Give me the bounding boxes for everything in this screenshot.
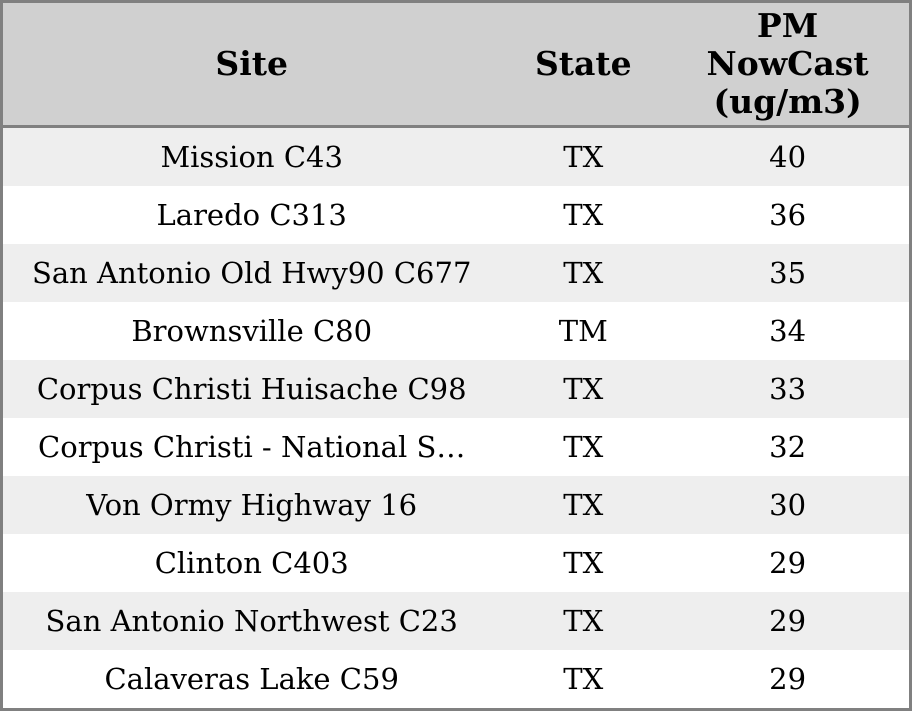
cell-site: San Antonio Northwest C23 <box>45 603 458 638</box>
cell-site: San Antonio Old Hwy90 C677 <box>31 255 472 290</box>
cell-pm-nowcast: 29 <box>769 661 807 696</box>
cell-site: Laredo C313 <box>156 197 347 232</box>
cell-state: TX <box>563 371 604 406</box>
table-row: Calaveras Lake C59 TX 29 <box>3 650 909 708</box>
cell-site: Mission C43 <box>160 139 343 174</box>
cell-pm-nowcast: 32 <box>769 429 807 464</box>
cell-state: TM <box>558 313 608 348</box>
column-header-site[interactable]: Site <box>215 44 288 84</box>
table-row: Mission C43 TX 40 <box>3 128 909 186</box>
cell-state: TX <box>563 487 604 522</box>
cell-site: Von Ormy Highway 16 <box>86 487 418 522</box>
table-row: San Antonio Old Hwy90 C677 TX 35 <box>3 244 909 302</box>
cell-pm-nowcast: 33 <box>769 371 807 406</box>
cell-state: TX <box>563 429 604 464</box>
cell-pm-nowcast: 35 <box>769 255 807 290</box>
cell-pm-nowcast: 40 <box>769 139 807 174</box>
cell-state: TX <box>563 545 604 580</box>
cell-state: TX <box>563 603 604 638</box>
cell-site: Clinton C403 <box>154 545 349 580</box>
cell-pm-nowcast: 29 <box>769 545 807 580</box>
table-body: Mission C43 TX 40 Laredo C313 TX 36 San … <box>3 128 909 708</box>
cell-site: Corpus Christi - National S… <box>38 429 466 464</box>
cell-site: Brownsville C80 <box>131 313 373 348</box>
table-row: Brownsville C80 TM 34 <box>3 302 909 360</box>
table-row: Corpus Christi Huisache C98 TX 33 <box>3 360 909 418</box>
cell-site: Corpus Christi Huisache C98 <box>36 371 467 406</box>
cell-pm-nowcast: 29 <box>769 603 807 638</box>
column-header-pm-nowcast[interactable]: PM NowCast (ug/m3) <box>706 7 869 121</box>
cell-state: TX <box>563 661 604 696</box>
cell-pm-nowcast: 30 <box>769 487 807 522</box>
table-header-row: Site State PM NowCast (ug/m3) <box>3 3 909 128</box>
cell-state: TX <box>563 197 604 232</box>
cell-pm-nowcast: 34 <box>769 313 807 348</box>
column-header-state[interactable]: State <box>534 44 632 84</box>
cell-state: TX <box>563 255 604 290</box>
table-row: Laredo C313 TX 36 <box>3 186 909 244</box>
table-row: San Antonio Northwest C23 TX 29 <box>3 592 909 650</box>
table-row: Clinton C403 TX 29 <box>3 534 909 592</box>
cell-pm-nowcast: 36 <box>769 197 807 232</box>
table-row: Von Ormy Highway 16 TX 30 <box>3 476 909 534</box>
cell-state: TX <box>563 139 604 174</box>
table-row: Corpus Christi - National S… TX 32 <box>3 418 909 476</box>
cell-site: Calaveras Lake C59 <box>104 661 399 696</box>
